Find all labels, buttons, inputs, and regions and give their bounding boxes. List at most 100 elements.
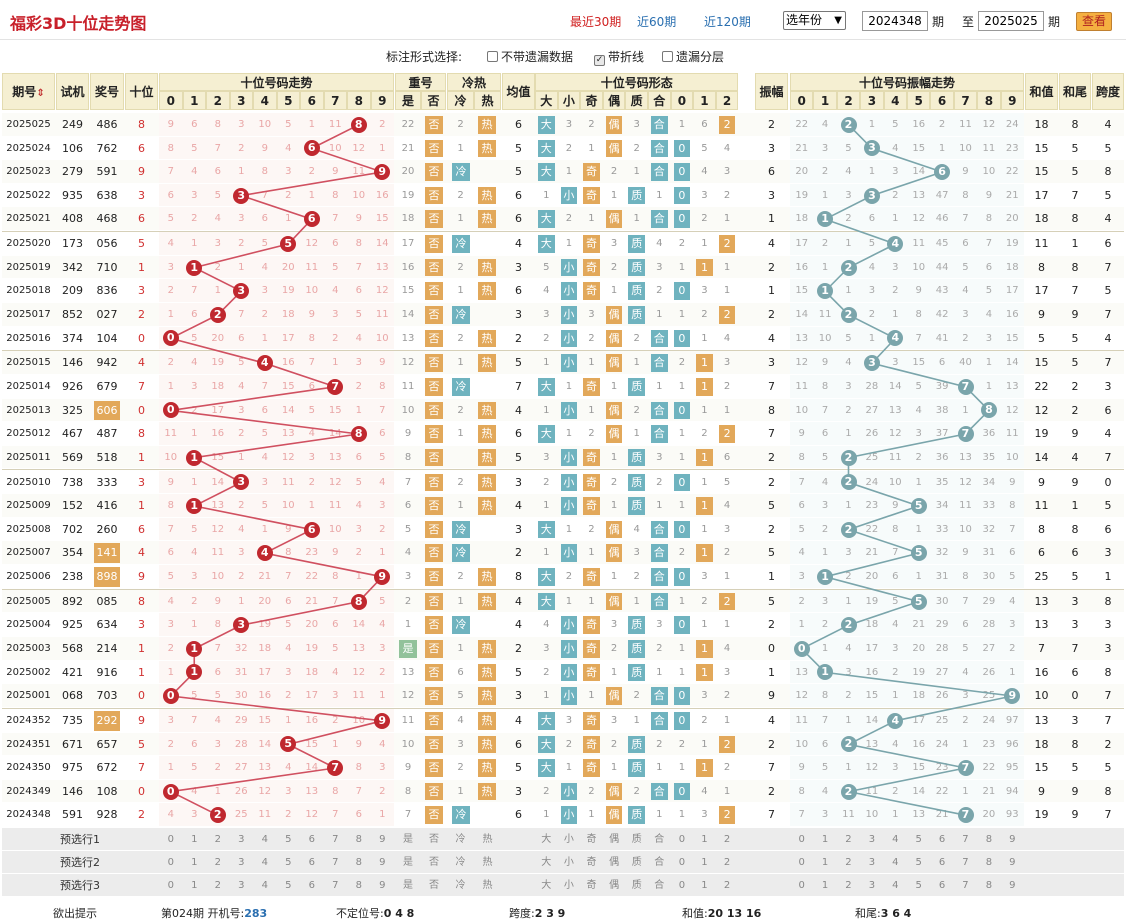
preselect-amp-digit[interactable]: 2 <box>845 834 852 845</box>
preselect-digit[interactable]: 5 <box>285 834 292 845</box>
preselect-amp-digit[interactable]: 3 <box>868 834 876 845</box>
preselect-amp-digit[interactable]: 3 <box>868 857 876 868</box>
preselect-amp-digit[interactable]: 7 <box>962 834 969 845</box>
checkbox-icon[interactable] <box>487 51 498 62</box>
preselect-digit[interactable]: 3 <box>238 857 245 868</box>
preselect-digit[interactable]: 1 <box>191 834 198 845</box>
preselect-digit[interactable]: 1 <box>191 880 198 891</box>
checkbox-checked-icon[interactable]: ✓ <box>594 55 605 66</box>
preselect-digit[interactable]: 4 <box>261 880 268 891</box>
preselect-form[interactable]: 1 <box>701 880 708 891</box>
preselect-form[interactable]: 2 <box>723 834 731 845</box>
preselect-digit[interactable]: 4 <box>261 834 268 845</box>
preselect-digit[interactable]: 0 <box>167 880 174 891</box>
preselect-form[interactable]: 大 <box>541 880 552 891</box>
preselect-amp-digit[interactable]: 0 <box>798 880 805 891</box>
preselect-amp-digit[interactable]: 1 <box>821 857 829 868</box>
preselect-repeat[interactable]: 是 <box>403 880 413 891</box>
col-period[interactable]: 期号⇕ <box>2 73 55 110</box>
preselect-amp-digit[interactable]: 7 <box>962 857 969 868</box>
preselect-amp-digit[interactable]: 4 <box>892 880 899 891</box>
preselect-digit[interactable]: 7 <box>332 857 339 868</box>
preselect-digit[interactable]: 0 <box>167 834 174 845</box>
preselect-digit[interactable]: 0 <box>167 857 174 868</box>
preselect-amp-digit[interactable]: 5 <box>915 857 922 868</box>
option-polyline[interactable]: ✓ 带折线 <box>594 49 644 66</box>
preselect-digit[interactable]: 1 <box>191 857 198 868</box>
preselect-amp-digit[interactable]: 2 <box>845 857 852 868</box>
from-period-input[interactable]: 2024348 <box>862 11 928 31</box>
preselect-hotcold[interactable]: 热 <box>482 834 493 845</box>
preselect-form[interactable]: 大 <box>541 834 552 845</box>
preselect-form[interactable]: 大 <box>541 857 552 868</box>
preselect-digit[interactable]: 9 <box>379 880 386 891</box>
preselect-digit[interactable]: 8 <box>355 857 362 868</box>
preselect-form[interactable]: 质 <box>631 834 642 845</box>
preselect-digit[interactable]: 2 <box>214 834 221 845</box>
preselect-form[interactable]: 奇 <box>586 857 597 868</box>
preselect-hotcold[interactable]: 冷 <box>455 857 466 868</box>
preselect-digit[interactable]: 6 <box>308 834 315 845</box>
preselect-amp-digit[interactable]: 5 <box>915 834 922 845</box>
preselect-amp-digit[interactable]: 4 <box>892 834 899 845</box>
preselect-digit[interactable]: 6 <box>308 880 315 891</box>
preselect-repeat[interactable]: 是 <box>403 834 413 845</box>
preselect-hotcold[interactable]: 热 <box>482 857 493 868</box>
option-no-omission[interactable]: 不带遗漏数据 <box>487 49 573 65</box>
preselect-hotcold[interactable]: 冷 <box>455 880 466 891</box>
preselect-amp-digit[interactable]: 6 <box>938 834 946 845</box>
preselect-form[interactable]: 合 <box>654 857 665 868</box>
preselect-form[interactable]: 小 <box>563 880 574 891</box>
preselect-form[interactable]: 奇 <box>586 834 597 845</box>
preselect-amp-digit[interactable]: 8 <box>985 834 993 845</box>
preselect-form[interactable]: 偶 <box>609 834 620 845</box>
preselect-amp-digit[interactable]: 6 <box>938 857 946 868</box>
sort-icon[interactable]: ⇕ <box>36 88 45 99</box>
preselect-amp-digit[interactable]: 6 <box>938 880 946 891</box>
preselect-repeat[interactable]: 是 <box>403 857 413 868</box>
preselect-digit[interactable]: 3 <box>238 834 245 845</box>
preselect-digit[interactable]: 5 <box>285 880 292 891</box>
preselect-digit[interactable]: 7 <box>332 834 339 845</box>
preselect-form[interactable]: 偶 <box>609 880 620 891</box>
preselect-form[interactable]: 合 <box>654 834 665 845</box>
preselect-form[interactable]: 2 <box>723 857 731 868</box>
preselect-repeat[interactable]: 否 <box>429 834 439 845</box>
preselect-amp-digit[interactable]: 1 <box>821 834 829 845</box>
preselect-amp-digit[interactable]: 2 <box>845 880 852 891</box>
preselect-form[interactable]: 质 <box>631 880 642 891</box>
preselect-digit[interactable]: 8 <box>355 880 362 891</box>
preselect-amp-digit[interactable]: 0 <box>798 834 805 845</box>
preselect-amp-digit[interactable]: 5 <box>915 880 922 891</box>
period-link-120[interactable]: 近120期 <box>704 15 751 29</box>
preselect-amp-digit[interactable]: 8 <box>985 880 993 891</box>
to-period-input[interactable]: 2025025 <box>978 11 1044 31</box>
preselect-digit[interactable]: 2 <box>214 880 221 891</box>
preselect-digit[interactable]: 2 <box>214 857 221 868</box>
checkbox-icon[interactable] <box>662 51 673 62</box>
preselect-form[interactable]: 奇 <box>586 880 597 891</box>
preselect-hotcold[interactable]: 冷 <box>455 834 466 845</box>
preselect-digit[interactable]: 4 <box>261 857 268 868</box>
preselect-hotcold[interactable]: 热 <box>482 880 493 891</box>
period-link-30[interactable]: 最近30期 <box>570 15 622 29</box>
preselect-digit[interactable]: 5 <box>285 857 292 868</box>
preselect-digit[interactable]: 7 <box>332 880 339 891</box>
preselect-form[interactable]: 1 <box>701 857 708 868</box>
period-link-60[interactable]: 近60期 <box>637 15 677 29</box>
preselect-repeat[interactable]: 否 <box>429 857 439 868</box>
preselect-digit[interactable]: 9 <box>379 857 386 868</box>
preselect-form[interactable]: 偶 <box>609 857 620 868</box>
preselect-form[interactable]: 1 <box>701 834 708 845</box>
preselect-amp-digit[interactable]: 4 <box>892 857 899 868</box>
preselect-repeat[interactable]: 否 <box>429 880 439 891</box>
preselect-amp-digit[interactable]: 8 <box>985 857 993 868</box>
option-omission-layer[interactable]: 遗漏分层 <box>662 49 724 65</box>
preselect-digit[interactable]: 8 <box>355 834 362 845</box>
preselect-form[interactable]: 质 <box>631 857 642 868</box>
preselect-form[interactable]: 合 <box>654 880 665 891</box>
preselect-form[interactable]: 0 <box>678 834 686 845</box>
preselect-amp-digit[interactable]: 9 <box>1009 857 1016 868</box>
preselect-amp-digit[interactable]: 7 <box>962 880 969 891</box>
preselect-form[interactable]: 2 <box>723 880 731 891</box>
